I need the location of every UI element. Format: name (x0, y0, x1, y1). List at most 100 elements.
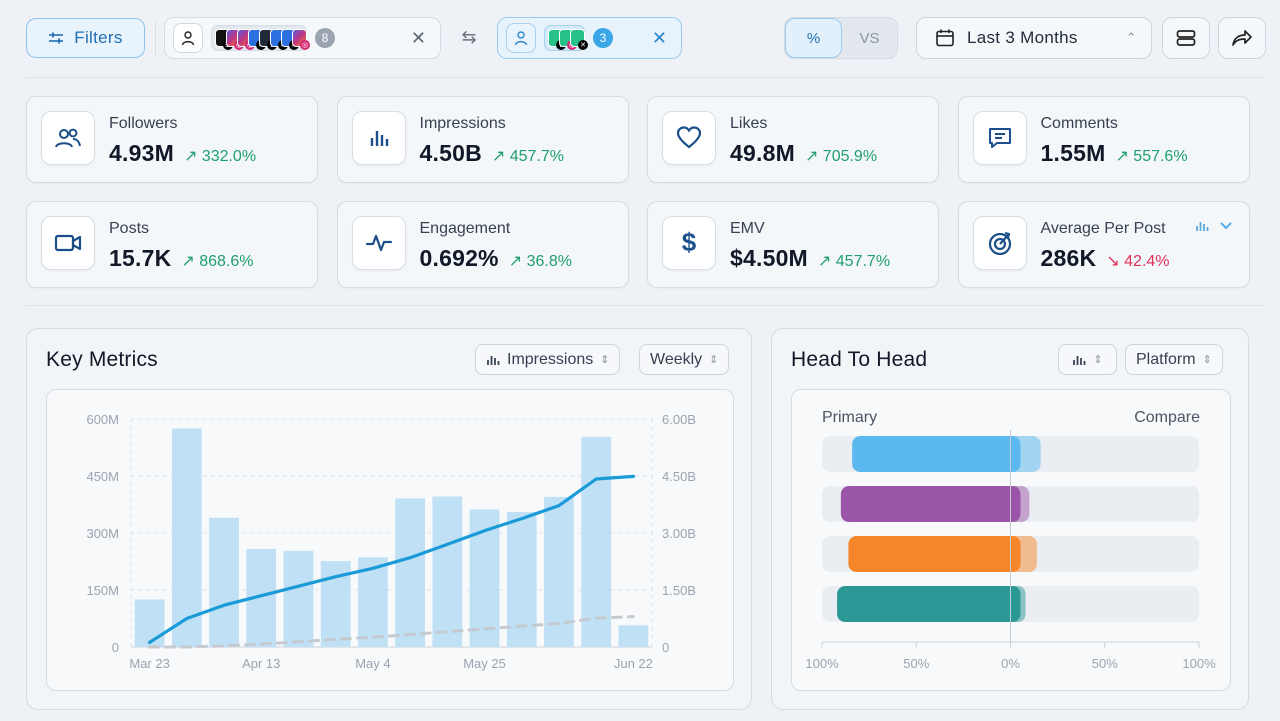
h2h-compare-bar-join (1010, 586, 1017, 622)
share-button[interactable] (1218, 17, 1266, 59)
y-left-tick-label: 600M (86, 412, 119, 427)
h2h-compare-bar (1010, 436, 1041, 472)
stack-icon (1176, 30, 1196, 46)
kpi-label: Impressions (419, 115, 506, 132)
kpi-card-comments[interactable]: Comments 1.55M ↗ 557.6% (957, 96, 1250, 183)
kpi-delta: ↗ 36.8% (508, 253, 572, 270)
target-icon (972, 216, 1027, 270)
bar (209, 517, 239, 647)
kpi-label: Followers (109, 115, 178, 132)
h2h-compare-bar-join (1010, 436, 1017, 472)
y-right-tick-label: 4.50B (662, 469, 696, 484)
interval-select[interactable]: Weekly ⇕ (639, 344, 730, 375)
kpi-value: 286K ↘ 42.4% (1040, 245, 1170, 271)
compare-close-icon[interactable]: ✕ (651, 27, 667, 48)
dollar-icon: $ (662, 216, 716, 270)
mode-percent-button[interactable]: % (785, 18, 842, 58)
key-metrics-chart: 0 0 150M 1.50B 300M 3.00B 450M 4.50B 600M 6.00B Ma… (86, 412, 696, 671)
bar (432, 496, 463, 647)
key-metrics-title: Key Metrics (46, 348, 158, 371)
kpi-value: 4.50B ↗ 457.7% (419, 140, 565, 166)
toolbar-separator (26, 77, 1266, 78)
filters-button[interactable]: Filters (26, 18, 145, 58)
users-icon (41, 111, 95, 165)
primary-label: Primary (822, 409, 877, 426)
toolbar-divider (155, 22, 156, 56)
primary-close-icon[interactable]: ✕ (410, 27, 426, 48)
chevron-down-icon[interactable] (1219, 220, 1233, 235)
bar-chart-icon[interactable] (1195, 220, 1209, 235)
layout-toggle-button[interactable] (1162, 17, 1210, 59)
kpi-card-impressions[interactable]: Impressions 4.50B ↗ 457.7% (336, 96, 629, 183)
compare-label: Compare (1134, 409, 1200, 426)
primary-platform-icons: ☰◎◎✕♪✕✕◎ (211, 25, 310, 51)
kpi-card-emv[interactable]: $ EMV $4.50M ↗ 457.7% (647, 201, 939, 288)
h2h-x-tick-label: 50% (903, 656, 929, 671)
h2h-primary-bar (852, 436, 1021, 472)
head-to-head-chart-frame: Primary Compare 100% 50% 0% 50% 100% (791, 389, 1231, 691)
bar (618, 625, 649, 647)
key-metrics-chart-frame: 0 0 150M 1.50B 300M 3.00B 450M 4.50B 600M 6.00B Ma… (46, 389, 734, 691)
kpi-delta: ↗ 332.0% (183, 148, 257, 165)
bar-chart-icon (487, 355, 500, 365)
h2h-primary-bar (848, 536, 1021, 572)
metric-select-label: Impressions (507, 350, 594, 368)
kpi-card-tools (1195, 220, 1233, 235)
calendar-icon (936, 29, 954, 47)
kpi-card-engagement[interactable]: Engagement 0.692% ↗ 36.8% (336, 201, 629, 288)
swap-icon[interactable]: ⇆ (461, 27, 477, 47)
compare-group-chip[interactable]: ♪◎✕ 3 ✕ (497, 17, 682, 59)
kpi-card-followers[interactable]: Followers 4.93M ↗ 332.0% (26, 96, 318, 183)
y-left-tick-label: 150M (86, 583, 119, 598)
x-icon: ✕ (570, 29, 588, 50)
date-range-select[interactable]: Last 3 Months ⌃ (916, 17, 1152, 59)
x-tick-label: Jun 22 (614, 656, 653, 671)
y-right-tick-label: 1.50B (662, 583, 696, 598)
head-to-head-chart: Primary Compare 100% 50% 0% 50% 100% (805, 409, 1216, 671)
kpi-card-posts[interactable]: Posts 15.7K ↗ 868.6% (26, 201, 318, 288)
bar (171, 428, 202, 647)
x-tick-label: Mar 23 (129, 656, 169, 671)
compare-user-button[interactable] (506, 23, 536, 53)
mode-toggle[interactable]: % VS (784, 17, 898, 59)
chevron-updown-icon: ⇕ (600, 354, 610, 366)
metric-select[interactable]: Impressions ⇕ (475, 344, 621, 375)
chevron-updown-icon: ⇕ (1093, 354, 1103, 366)
bar (581, 436, 612, 647)
interval-select-label: Weekly (650, 350, 703, 368)
head-to-head-title: Head To Head (791, 348, 928, 371)
platform-select[interactable]: Platform ⇕ (1125, 344, 1223, 375)
mode-vs-button[interactable]: VS (859, 29, 880, 47)
primary-count-badge: 8 (315, 28, 335, 48)
primary-user-button[interactable] (173, 23, 203, 53)
chart-type-select[interactable]: ⇕ (1058, 344, 1117, 375)
compare-series-line (148, 615, 635, 649)
h2h-x-tick-label: 50% (1092, 656, 1118, 671)
h2h-x-tick-label: 100% (1182, 656, 1216, 671)
date-range-label: Last 3 Months (967, 28, 1078, 47)
h2h-compare-bar-join (1010, 536, 1017, 572)
key-metrics-panel: Key Metrics Impressions ⇕ Weekly ⇕ 0 0 150… (26, 328, 752, 710)
primary-group-chip[interactable]: ☰◎◎✕♪✕✕◎ 8 ✕ (164, 17, 441, 59)
h2h-primary-bar (840, 486, 1021, 522)
filters-label: Filters (74, 28, 123, 47)
kpi-label: EMV (730, 220, 765, 237)
x-tick-label: Apr 13 (242, 656, 280, 671)
kpi-value: 1.55M ↗ 557.6% (1040, 140, 1188, 166)
kpi-separator (26, 305, 1266, 306)
y-right-tick-label: 3.00B (662, 526, 696, 541)
user-icon (514, 31, 528, 46)
kpi-delta: ↗ 868.6% (181, 253, 254, 270)
kpi-card-average-per-post[interactable]: Average Per Post 286K ↘ 42.4% (957, 201, 1250, 288)
sliders-icon (49, 32, 64, 44)
comment-icon (972, 111, 1027, 165)
video-icon (41, 216, 95, 270)
kpi-card-likes[interactable]: Likes 49.8M ↗ 705.9% (647, 96, 939, 183)
kpi-delta: ↗ 557.6% (1115, 148, 1188, 165)
kpi-delta: ↗ 705.9% (804, 148, 878, 165)
kpi-label: Average Per Post (1040, 220, 1166, 237)
share-icon (1232, 30, 1252, 46)
kpi-value: $4.50M ↗ 457.7% (730, 245, 891, 271)
bar (395, 498, 425, 647)
head-to-head-panel: Head To Head ⇕ Platform ⇕ Primary Compare… (771, 328, 1249, 710)
